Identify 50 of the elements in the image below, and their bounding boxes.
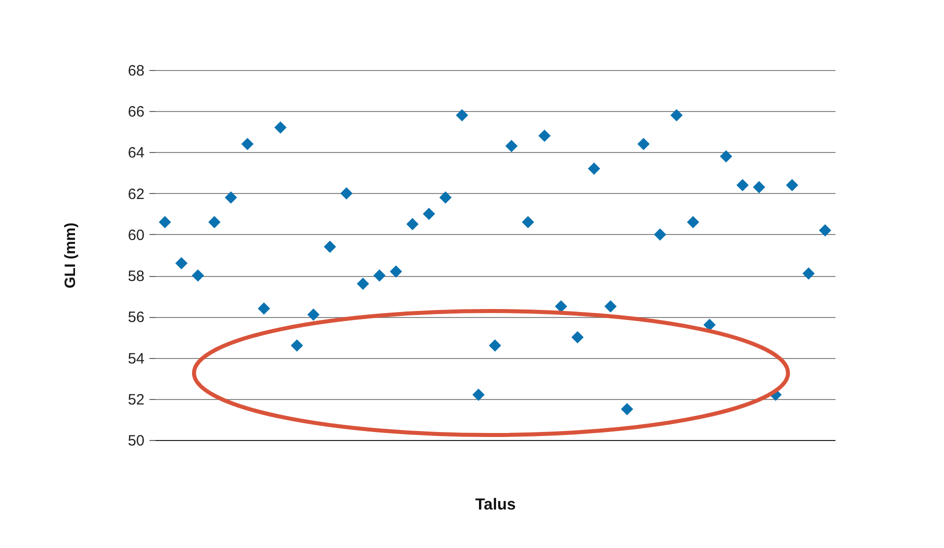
point — [208, 216, 221, 228]
y-tick-label: 64 — [128, 144, 144, 162]
point — [786, 178, 798, 192]
point — [307, 308, 320, 321]
point — [538, 130, 551, 142]
point — [390, 265, 402, 278]
y-tick-label: 58 — [128, 268, 144, 286]
y-tick-label: 56 — [128, 309, 144, 326]
point — [290, 339, 304, 352]
point — [670, 109, 683, 122]
point — [406, 218, 419, 230]
y-axis-title: GLI (mm) — [62, 222, 79, 288]
y-tick-label: 52 — [128, 391, 144, 408]
point — [224, 191, 238, 204]
point — [802, 267, 815, 280]
point — [522, 216, 534, 228]
point — [818, 224, 832, 236]
point — [686, 216, 700, 228]
point — [620, 403, 634, 416]
point — [604, 300, 617, 313]
point — [258, 302, 270, 315]
point — [637, 138, 650, 150]
point — [356, 278, 370, 290]
x-axis-title: Talus — [475, 496, 516, 514]
point — [439, 191, 452, 204]
point — [324, 240, 336, 253]
point — [588, 162, 600, 175]
point — [571, 331, 584, 344]
point — [241, 138, 254, 150]
y-tick-label: 50 — [128, 432, 144, 450]
point — [192, 269, 204, 282]
y-tick-label: 66 — [128, 104, 144, 121]
y-tick-label: 54 — [128, 350, 144, 368]
y-tick-label: 62 — [128, 186, 144, 203]
point — [472, 388, 485, 401]
point — [340, 187, 353, 200]
point — [752, 181, 766, 194]
point — [505, 140, 518, 152]
point — [456, 109, 468, 122]
point — [373, 269, 386, 282]
point — [274, 121, 287, 134]
point — [736, 178, 749, 192]
y-tick-label: 60 — [128, 226, 144, 244]
point — [720, 150, 732, 162]
point — [175, 257, 188, 270]
y-tick-label: 68 — [128, 62, 144, 80]
point — [158, 216, 172, 228]
point — [488, 339, 502, 352]
point — [422, 208, 436, 220]
point — [654, 228, 666, 241]
